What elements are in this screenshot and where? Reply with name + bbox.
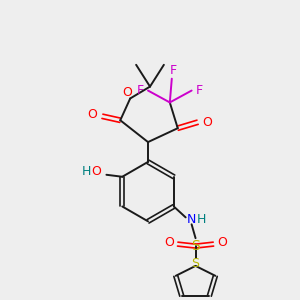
Text: O: O <box>218 236 227 249</box>
Text: O: O <box>122 86 132 99</box>
Text: O: O <box>88 108 98 121</box>
Text: H: H <box>82 165 91 178</box>
Text: S: S <box>192 257 200 270</box>
Text: O: O <box>202 116 212 129</box>
Text: F: F <box>196 84 203 97</box>
Text: F: F <box>170 64 177 77</box>
Text: O: O <box>92 165 101 178</box>
Text: O: O <box>164 236 174 249</box>
Text: N: N <box>187 213 196 226</box>
Text: H: H <box>197 213 206 226</box>
Text: F: F <box>136 84 144 97</box>
Text: S: S <box>191 239 200 253</box>
